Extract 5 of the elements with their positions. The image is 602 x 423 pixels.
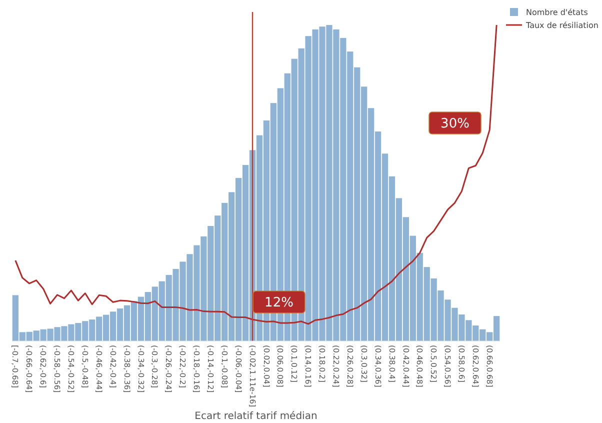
annotation: 12% [264, 296, 294, 311]
x-axis-title: Ecart relatif tarif médian [194, 411, 318, 422]
legend-label: Taux de résiliation [525, 20, 598, 30]
annotation: 30% [440, 116, 470, 132]
legend-label: Nombre d'états [526, 8, 588, 17]
